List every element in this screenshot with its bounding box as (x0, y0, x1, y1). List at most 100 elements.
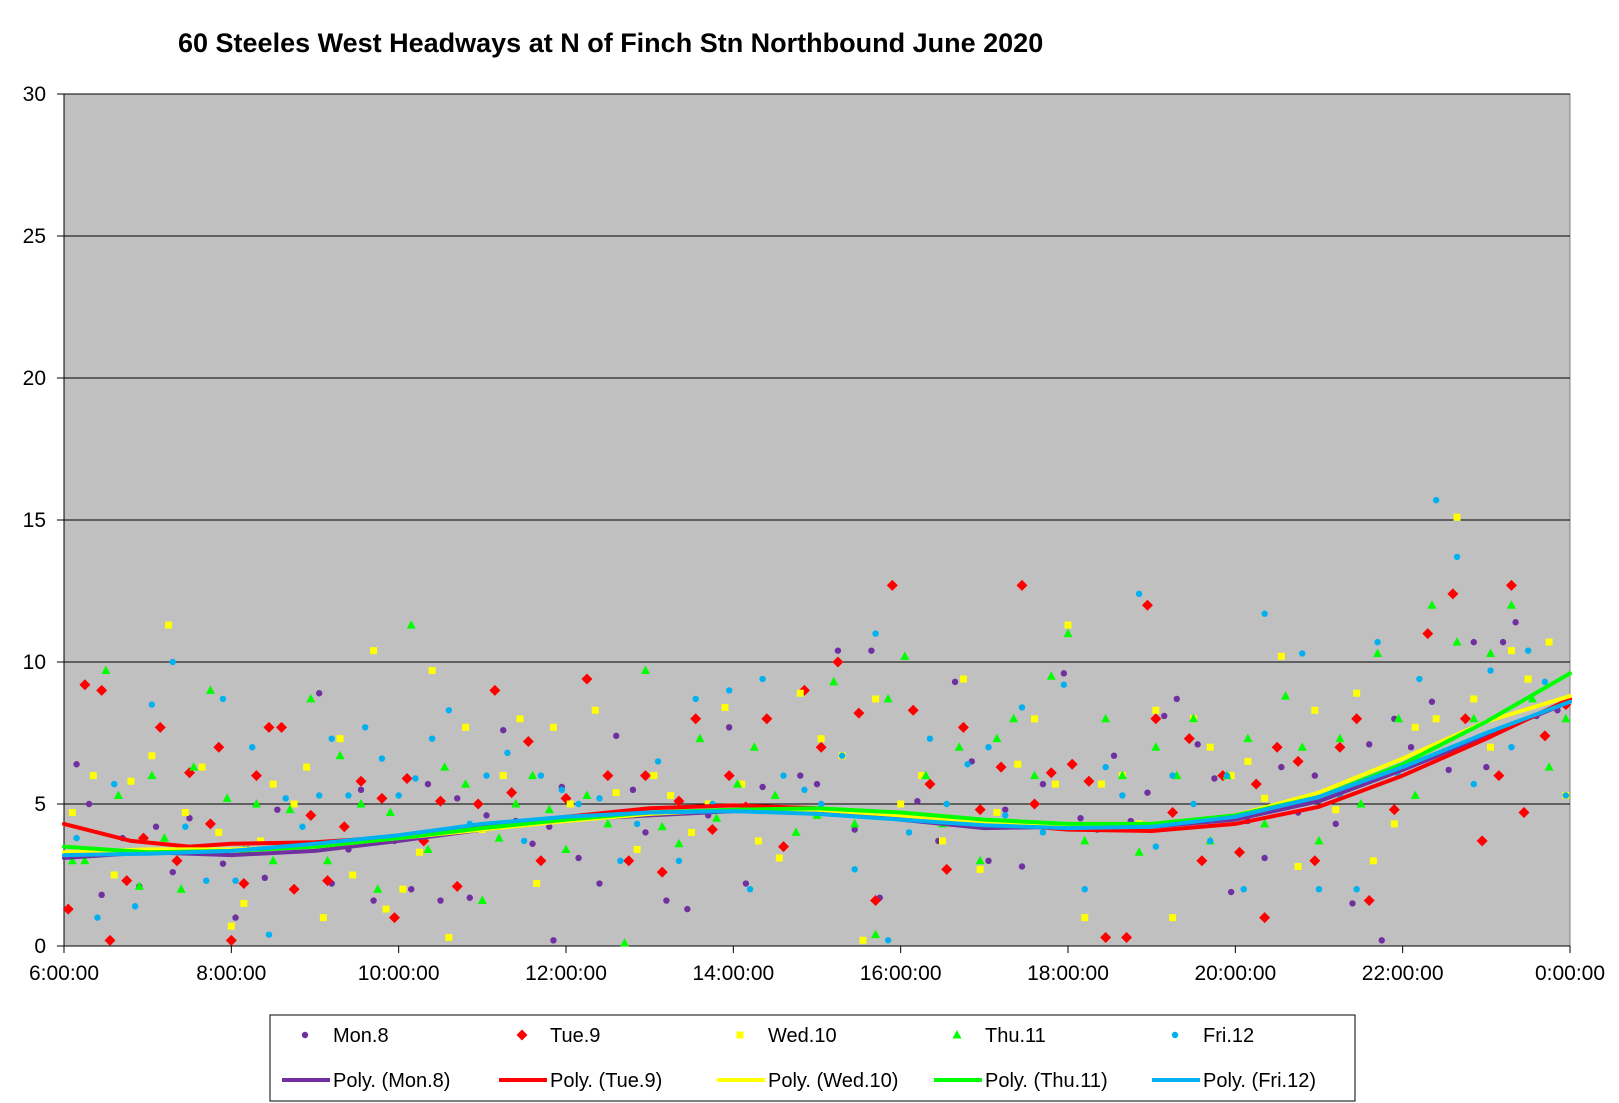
trend-line (62, 699, 1572, 858)
data-point (1002, 812, 1009, 819)
data-point (148, 752, 156, 760)
data-point (322, 875, 334, 887)
data-point (1508, 744, 1515, 751)
data-point (1314, 835, 1324, 845)
data-point (1077, 815, 1084, 822)
data-point (868, 647, 875, 654)
data-point (204, 818, 216, 830)
data-point (897, 800, 905, 808)
data-point (401, 772, 413, 784)
data-point (328, 735, 335, 742)
data-point (1134, 847, 1144, 856)
data-point (1299, 650, 1306, 657)
data-point (385, 807, 395, 817)
data-point (1141, 599, 1153, 611)
data-point (1039, 780, 1047, 788)
data-point (186, 815, 193, 822)
data-point (1309, 855, 1321, 867)
data-point (335, 750, 345, 760)
data-point (1101, 713, 1111, 723)
data-point (1311, 706, 1319, 714)
data-point (1261, 854, 1268, 862)
data-point (674, 838, 684, 848)
data-point (535, 855, 547, 867)
data-point (738, 780, 746, 788)
data-point (1487, 667, 1494, 674)
data-point (775, 854, 783, 862)
data-point (817, 735, 825, 743)
legend-marker (1171, 1031, 1179, 1039)
data-point (290, 800, 298, 808)
data-point (1422, 628, 1434, 640)
data-point (395, 792, 402, 799)
data-point (976, 865, 984, 873)
data-point (1135, 590, 1143, 598)
data-point (506, 787, 518, 799)
data-point (964, 761, 971, 768)
data-point (477, 895, 487, 905)
axes: 0 5 10 15 20 25 30 6:00:00 8:00:00 10:00:00 12:00:… (23, 83, 1605, 985)
data-point (871, 929, 881, 939)
data-point (943, 800, 950, 808)
data-point (1121, 931, 1133, 943)
data-point (1277, 652, 1285, 660)
data-point (428, 735, 436, 742)
data-point (872, 630, 879, 637)
data-point (1493, 770, 1505, 782)
legend-marker (736, 1031, 744, 1039)
data-point (511, 799, 521, 808)
point-series (67, 600, 1571, 947)
data-point (1097, 780, 1105, 788)
data-point (1100, 931, 1112, 943)
data-point (1102, 763, 1109, 771)
data-point (602, 770, 614, 782)
data-point (549, 723, 557, 731)
data-point (838, 752, 846, 759)
data-point (406, 620, 416, 629)
data-point (550, 937, 557, 944)
data-point (89, 772, 97, 780)
data-point (454, 795, 461, 802)
data-point (992, 733, 1002, 743)
x-tick-label: 8:00:00 (196, 962, 266, 985)
data-point (706, 824, 718, 836)
data-point (1161, 712, 1168, 720)
data-point (566, 800, 574, 808)
data-point (1527, 693, 1537, 703)
data-point (884, 937, 892, 944)
data-point (926, 735, 934, 742)
data-point (596, 880, 603, 887)
data-point (189, 762, 199, 771)
data-point (770, 790, 780, 799)
data-point (104, 934, 116, 946)
data-point (67, 855, 77, 865)
data-point (131, 903, 139, 910)
data-point (859, 936, 867, 944)
data-point (918, 772, 926, 780)
data-point (1151, 742, 1161, 751)
data-point (959, 675, 967, 683)
data-point (219, 860, 227, 867)
data-point (408, 886, 415, 893)
data-point (1356, 799, 1366, 808)
data-point (1432, 496, 1440, 504)
data-point (1016, 579, 1028, 591)
data-point (315, 690, 323, 697)
data-point (1373, 648, 1383, 657)
data-point (684, 905, 691, 913)
data-point (1167, 807, 1179, 819)
data-point (263, 721, 275, 733)
data-point (451, 880, 463, 892)
data-point (546, 823, 553, 830)
data-point (159, 833, 169, 842)
data-point (1524, 675, 1532, 683)
data-point (445, 707, 453, 714)
data-point (440, 762, 450, 771)
data-point (850, 818, 860, 828)
data-point (957, 721, 969, 733)
legend-label: Mon.8 (333, 1025, 389, 1047)
data-point (516, 715, 524, 723)
data-point (1561, 713, 1571, 723)
data-point (914, 797, 921, 805)
